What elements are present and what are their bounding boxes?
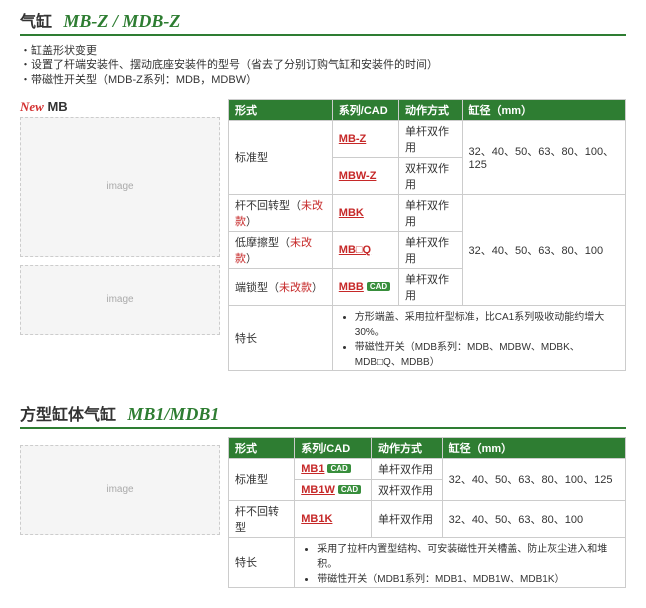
table-row: 标准型 MB1CAD 单杆双作用 32、40、50、63、80、100、125 — [229, 458, 626, 479]
cell-feature-content: 采用了拉杆内置型结构、可安装磁性开关槽盖、防止灰尘进入和堆积。 带磁性开关（MD… — [295, 537, 626, 587]
feature-bullet: 带磁性开关（MDB系列：MDB、MDBW、MDBK、MDB□Q、MDBB） — [355, 338, 619, 368]
section2-image-col: image — [20, 437, 220, 588]
table-feature-row: 特长 方形端盖、采用拉杆型标准，比CA1系列吸收动能约增大30%。 带磁性开关（… — [229, 305, 626, 370]
red-part: 未改款 — [235, 200, 323, 228]
cell-form: 杆不回转型（未改款） — [229, 194, 333, 231]
cell-series: MB-Z — [332, 120, 398, 157]
cell-series: MBW-Z — [332, 157, 398, 194]
cell-feature-content: 方形端盖、采用拉杆型标准，比CA1系列吸收动能约增大30%。 带磁性开关（MDB… — [332, 305, 625, 370]
cell-bore: 32、40、50、63、80、100 — [442, 500, 625, 537]
cell-feature-label: 特长 — [229, 305, 333, 370]
th-series: 系列/CAD — [295, 437, 372, 458]
cell-action: 单杆双作用 — [399, 120, 462, 157]
mb-label: MB — [47, 99, 67, 114]
cell-series: MB1K — [295, 500, 372, 537]
cell-series: MB1WCAD — [295, 479, 372, 500]
table-row: 杆不回转型 MB1K 单杆双作用 32、40、50、63、80、100 — [229, 500, 626, 537]
th-series: 系列/CAD — [332, 99, 398, 120]
th-bore: 缸径（mm） — [462, 99, 625, 120]
th-action: 动作方式 — [399, 99, 462, 120]
bullet-item: ・缸盖形状变更 — [20, 44, 626, 58]
series-link[interactable]: MBK — [339, 207, 364, 219]
series-link[interactable]: MB1 — [301, 463, 324, 475]
th-bore: 缸径（mm） — [442, 437, 625, 458]
cad-badge[interactable]: CAD — [327, 464, 350, 473]
table-header-row: 形式 系列/CAD 动作方式 缸径（mm） — [229, 99, 626, 120]
cell-series: MB1CAD — [295, 458, 372, 479]
section1-table-col: 形式 系列/CAD 动作方式 缸径（mm） 标准型 MB-Z 单杆双作用 32、… — [228, 99, 626, 371]
cell-action: 双杆双作用 — [371, 479, 442, 500]
table-row: 标准型 MB-Z 单杆双作用 32、40、50、63、80、100、125 — [229, 120, 626, 157]
table-row: 杆不回转型（未改款） MBK 单杆双作用 32、40、50、63、80、100 — [229, 194, 626, 231]
series-link[interactable]: MB1K — [301, 513, 332, 525]
cylinder-image-3: image — [20, 445, 220, 535]
th-form: 形式 — [229, 437, 295, 458]
section1-bullets: ・缸盖形状变更 ・设置了杆端安装件、摆动底座安装件的型号（省去了分别订购气缸和安… — [20, 44, 626, 87]
cad-badge[interactable]: CAD — [338, 485, 361, 494]
th-action: 动作方式 — [371, 437, 442, 458]
section1-header: 气缸 MB-Z / MDB-Z — [20, 8, 626, 36]
cylinder-image-2: image — [20, 265, 220, 335]
section1-table: 形式 系列/CAD 动作方式 缸径（mm） 标准型 MB-Z 单杆双作用 32、… — [228, 99, 626, 371]
red-part: 未改款 — [235, 237, 312, 265]
cell-series: MBBCAD — [332, 268, 398, 305]
section2-content: image 形式 系列/CAD 动作方式 缸径（mm） 标准型 MB1CAD 单… — [20, 437, 626, 588]
cad-badge[interactable]: CAD — [367, 282, 390, 291]
series-link[interactable]: MB□Q — [339, 244, 371, 256]
cell-form: 低摩擦型（未改款） — [229, 231, 333, 268]
section1-title-sub: MB-Z / MDB-Z — [63, 11, 180, 31]
section2-table-col: 形式 系列/CAD 动作方式 缸径（mm） 标准型 MB1CAD 单杆双作用 3… — [228, 437, 626, 588]
cell-form: 端锁型（未改款） — [229, 268, 333, 305]
cell-action: 双杆双作用 — [399, 157, 462, 194]
red-part: 未改款 — [279, 282, 312, 294]
cell-action: 单杆双作用 — [399, 194, 462, 231]
cell-form: 标准型 — [229, 120, 333, 194]
cell-action: 单杆双作用 — [371, 458, 442, 479]
th-form: 形式 — [229, 99, 333, 120]
feature-bullet: 方形端盖、采用拉杆型标准，比CA1系列吸收动能约增大30%。 — [355, 308, 619, 338]
bullet-item: ・带磁性开关型（MDB-Z系列：MDB，MDBW） — [20, 73, 626, 87]
cylinder-image-1: image — [20, 117, 220, 257]
feature-bullet: 带磁性开关（MDB1系列：MDB1、MDB1W、MDB1K） — [317, 570, 619, 585]
feature-bullet: 采用了拉杆内置型结构、可安装磁性开关槽盖、防止灰尘进入和堆积。 — [317, 540, 619, 570]
series-link[interactable]: MB-Z — [339, 133, 367, 145]
section2-header: 方型缸体气缸 MB1/MDB1 — [20, 401, 626, 429]
section1-image-col: New MB image image — [20, 99, 220, 371]
cell-feature-label: 特长 — [229, 537, 295, 587]
cell-bore: 32、40、50、63、80、100 — [462, 194, 625, 305]
new-label: New — [20, 99, 44, 114]
cell-form: 杆不回转型 — [229, 500, 295, 537]
bullet-item: ・设置了杆端安装件、摆动底座安装件的型号（省去了分别订购气缸和安装件的时间） — [20, 58, 626, 72]
section2-table: 形式 系列/CAD 动作方式 缸径（mm） 标准型 MB1CAD 单杆双作用 3… — [228, 437, 626, 588]
series-link[interactable]: MBW-Z — [339, 170, 377, 182]
cell-action: 单杆双作用 — [371, 500, 442, 537]
table-feature-row: 特长 采用了拉杆内置型结构、可安装磁性开关槽盖、防止灰尘进入和堆积。 带磁性开关… — [229, 537, 626, 587]
section1-title-main: 气缸 — [20, 14, 52, 31]
cell-bore: 32、40、50、63、80、100、125 — [442, 458, 625, 500]
series-link[interactable]: MBB — [339, 281, 364, 293]
cell-action: 单杆双作用 — [399, 268, 462, 305]
table-header-row: 形式 系列/CAD 动作方式 缸径（mm） — [229, 437, 626, 458]
series-link[interactable]: MB1W — [301, 484, 335, 496]
new-mb-badge: New MB — [20, 99, 68, 115]
cell-bore: 32、40、50、63、80、100、125 — [462, 120, 625, 194]
cell-series: MBK — [332, 194, 398, 231]
section2-title-sub: MB1/MDB1 — [127, 404, 219, 424]
cell-form: 标准型 — [229, 458, 295, 500]
section1-content: New MB image image 形式 系列/CAD 动作方式 缸径（mm）… — [20, 99, 626, 371]
cell-action: 单杆双作用 — [399, 231, 462, 268]
section2-title-main: 方型缸体气缸 — [20, 407, 116, 424]
cell-series: MB□Q — [332, 231, 398, 268]
